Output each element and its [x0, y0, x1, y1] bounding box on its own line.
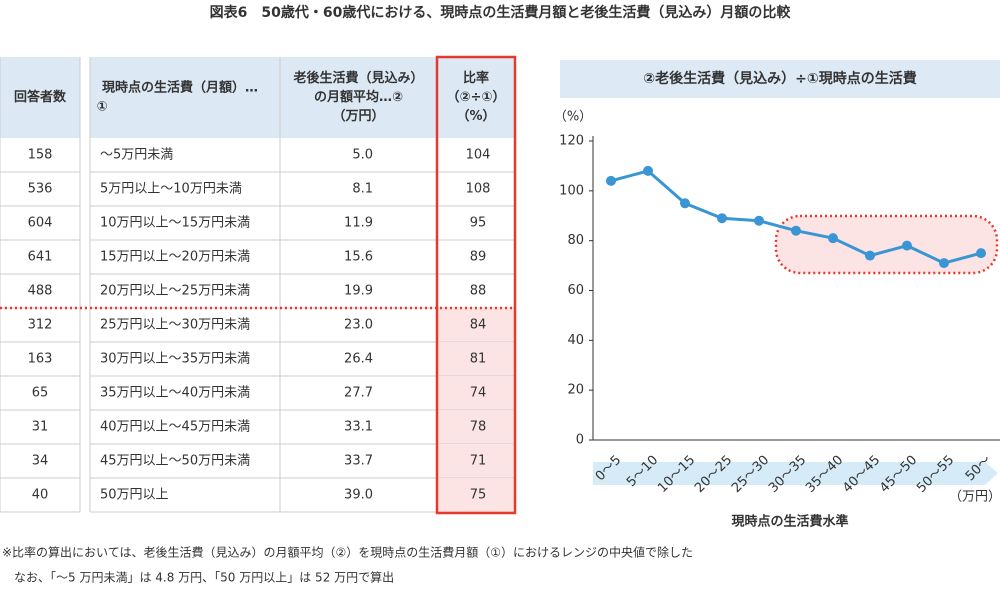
point [976, 248, 986, 259]
cell-text: 95 [470, 216, 487, 231]
cell-text: 50万円以上 [100, 488, 169, 503]
cell-text: 25万円以上〜30万円未満 [100, 318, 250, 333]
chart-title-bg [560, 60, 1000, 98]
cell-text: 15.6 [344, 250, 373, 265]
cell-text: 163 [28, 352, 53, 367]
cell-text: 8.1 [352, 182, 373, 197]
highlight-cell [437, 376, 515, 410]
cell-text: 23.0 [344, 318, 373, 333]
chart-title: ②老後生活費（見込み）÷①現時点の生活費 [643, 70, 916, 87]
cell-text: 15万円以上〜20万円未満 [100, 250, 250, 265]
cell-text: 26.4 [344, 352, 373, 367]
point [791, 225, 801, 236]
cell-text: 34 [32, 454, 49, 469]
cell-text: 641 [28, 250, 53, 265]
point [939, 258, 949, 269]
y-tick-label: 0 [576, 433, 584, 448]
cell-text: 108 [466, 182, 491, 197]
cell-text: 89 [470, 250, 487, 265]
note: ※比率の算出においては、老後生活費（見込み）の月額平均（②）を現時点の生活費月額… [2, 545, 693, 560]
header-text: 老後生活費（見込み） [292, 70, 423, 86]
cell-text: 488 [28, 284, 53, 299]
cell-text: 19.9 [344, 284, 373, 299]
y-tick-label: 40 [567, 333, 584, 348]
cell-text: 78 [470, 420, 487, 435]
highlight-cell [437, 342, 515, 376]
header-text: 現時点の生活費（月額）… [102, 80, 258, 96]
cell-text: 20万円以上〜25万円未満 [100, 284, 250, 299]
cell-text: 40万円以上〜45万円未満 [100, 420, 250, 435]
highlight [774, 214, 999, 275]
cell-text: 84 [470, 318, 487, 333]
cell-text: 27.7 [344, 386, 373, 401]
point [643, 165, 653, 176]
header-text: （万円） [332, 108, 384, 124]
cell-text: 74 [470, 386, 487, 401]
cell-text: 88 [470, 284, 487, 299]
point [754, 215, 764, 226]
point [865, 250, 875, 261]
cell-text: 39.0 [344, 488, 373, 503]
header-text: 比率 [463, 70, 489, 86]
page-title: 図表6 50歳代・60歳代における、現時点の生活費月額と老後生活費（見込み）月額… [210, 4, 792, 21]
header-cell [0, 57, 80, 138]
cell-text: 11.9 [344, 216, 373, 231]
cell-text: 158 [28, 148, 53, 163]
cell-text: 45万円以上〜50万円未満 [100, 454, 250, 469]
header-cell [437, 57, 515, 138]
y-tick-label: 80 [567, 233, 584, 248]
y-tick-label: 100 [559, 183, 584, 198]
cell-text: 31 [32, 420, 49, 435]
x-axis-label: 現時点の生活費水準 [731, 514, 848, 530]
header-cell [90, 57, 280, 138]
x-arrow [593, 462, 998, 485]
cell-text: 40 [32, 488, 49, 503]
cell-text: 75 [470, 488, 487, 503]
emphasis-box [435, 55, 517, 515]
header-cell [280, 57, 437, 138]
point [717, 213, 727, 224]
y-tick-label: 60 [567, 283, 584, 298]
cell-text: 35万円以上〜40万円未満 [100, 386, 250, 401]
cell-text: 33.1 [344, 420, 373, 435]
highlight-cell [437, 308, 515, 342]
cell-text: 536 [28, 182, 53, 197]
y-tick-label: 20 [567, 383, 584, 398]
point [680, 198, 690, 209]
cell-text: 〜5万円未満 [100, 148, 173, 163]
cell-text: 71 [470, 454, 487, 469]
header-text: ① [96, 100, 107, 115]
y-tick-label: 120 [559, 134, 584, 149]
cell-text: 104 [466, 148, 491, 163]
cell-text: 5.0 [352, 148, 373, 163]
cell-text: 33.7 [344, 454, 373, 469]
highlight-cell [437, 444, 515, 478]
cell-text: 10万円以上〜15万円未満 [100, 216, 250, 231]
cell-text: 65 [32, 386, 49, 401]
header-text: の月額平均…② [314, 89, 403, 105]
cell-text: 604 [28, 216, 53, 231]
point [902, 240, 912, 251]
note: なお、「〜5 万円未満」は 4.8 万円、「50 万円以上」は 52 万円で算出 [14, 570, 394, 585]
point [828, 233, 838, 244]
cell-text: 5万円以上〜10万円未満 [100, 182, 242, 197]
header-text: （②÷①） [447, 89, 506, 105]
header-text: （%） [456, 108, 495, 124]
cell-text: 81 [470, 352, 487, 367]
cell-text: 30万円以上〜35万円未満 [100, 352, 250, 367]
x-unit: （万円） [949, 490, 1000, 505]
highlight-cell [437, 410, 515, 444]
point [606, 175, 616, 186]
header-text: 回答者数 [14, 89, 67, 105]
y-unit: （%） [554, 110, 592, 125]
highlight-cell [437, 478, 515, 512]
cell-text: 312 [28, 318, 53, 333]
